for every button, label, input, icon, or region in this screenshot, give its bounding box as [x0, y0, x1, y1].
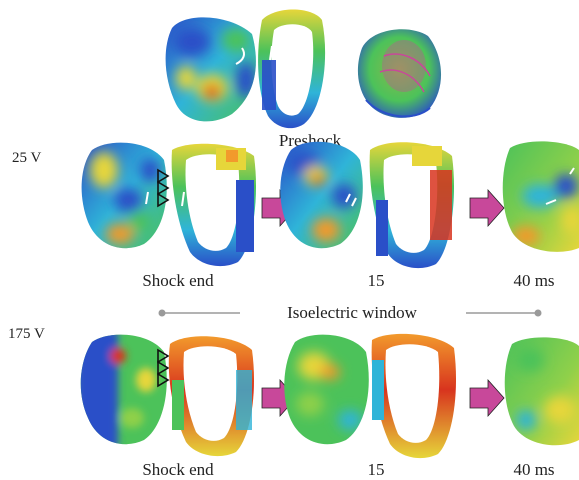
row1-time-40ms: 40 ms [513, 271, 554, 290]
row2-15ms-wall-section [371, 333, 457, 459]
preshock-wall-section [258, 9, 326, 129]
preshock-epicardial-map [165, 17, 256, 122]
activation-arrow-icon [145, 191, 149, 205]
sequence-arrow-icon [469, 188, 505, 228]
isoelectric-window-label: Isoelectric window [287, 303, 418, 322]
preshock-3d-heart-icon [357, 29, 442, 118]
row1-shock-end-epicardial-map [81, 142, 167, 249]
row1-time-shock-end: Shock end [142, 271, 214, 290]
row2-time-shock-end: Shock end [142, 460, 214, 479]
shock-electrode-icon [157, 348, 170, 388]
activation-arrow-icon [345, 193, 357, 207]
activation-arrow-icon [235, 47, 245, 65]
isoelectric-window-indicator [158, 309, 542, 317]
shock-electrode-icon [157, 168, 170, 208]
row2-15ms-epicardial-map [284, 334, 369, 445]
row1-shock-end-wall-section [171, 143, 257, 267]
activation-arrow-icon [185, 365, 189, 381]
activation-arrow-icon [387, 361, 391, 377]
activation-arrow-icon [181, 191, 185, 207]
activation-arrow-icon [269, 45, 273, 61]
voltage-label-25v: 25 V [12, 150, 41, 166]
row2-time-40ms: 40 ms [513, 460, 554, 479]
row2-shock-end-wall-section [168, 336, 255, 457]
row2-time-15: 15 [368, 460, 385, 479]
row1-time-15: 15 [368, 271, 385, 290]
voltage-label-175v: 175 V [8, 326, 45, 342]
row1-15ms-wall-section [369, 142, 455, 269]
row2-40ms-epicardial-map [504, 337, 579, 446]
row1-40ms-epicardial-map [502, 141, 579, 252]
row1-15ms-epicardial-map [280, 141, 363, 249]
sequence-arrow-icon [469, 378, 505, 418]
activation-arrow-icon [545, 167, 575, 205]
row2-shock-end-epicardial-map [80, 334, 167, 445]
